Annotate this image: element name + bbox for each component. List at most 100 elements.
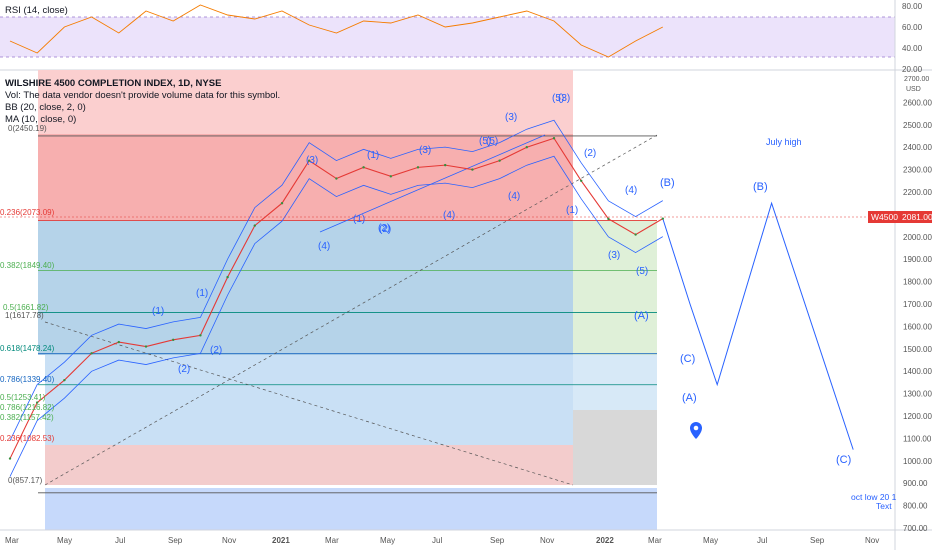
wave-labels: (1)(2)(1)(2)(1)(2)(3)(4)(1)(2)(3)(4)(5)(… — [152, 93, 851, 466]
wave-label: (5) — [479, 136, 491, 147]
last-price-badge: 2081.00 — [899, 211, 932, 223]
location-pin-icon[interactable] — [690, 422, 702, 439]
wave-label: (B) — [753, 181, 768, 193]
wave-label: (2) — [584, 148, 596, 159]
rsi-tick: 80.00 — [902, 2, 923, 11]
time-tick: Nov — [865, 536, 879, 545]
text-note: Text — [876, 501, 892, 511]
price-tick: 2400.00 — [903, 143, 932, 152]
rsi-axis: 80.00 60.00 40.00 20.00 — [902, 2, 923, 74]
price-tick: 1900.00 — [903, 255, 932, 264]
wave-label: (1) — [566, 205, 578, 216]
price-point — [63, 378, 66, 382]
diagonal-trend-2 — [44, 321, 574, 486]
price-top-label: 2700.00 — [904, 76, 930, 83]
channel-line — [319, 134, 546, 233]
wave-label: (B) — [660, 177, 675, 189]
fib-label: 0.5(1661.82) — [3, 303, 49, 312]
july-high-note: July high — [766, 137, 802, 147]
bb-lower — [9, 155, 664, 477]
vol-note: Vol: The data vendor doesn't provide vol… — [5, 90, 281, 101]
bottom-blue-zone — [45, 488, 657, 530]
price-point — [308, 159, 311, 162]
wave-label: (1) — [196, 288, 208, 299]
rsi-tick: 20.00 — [902, 65, 923, 74]
ma-indicator[interactable]: MA (10, close, 0) — [5, 114, 77, 125]
wave-label: (1) — [152, 306, 164, 317]
fib-lines — [38, 135, 657, 494]
price-tick: 1200.00 — [903, 412, 932, 421]
price-tick: 2000.00 — [903, 233, 932, 242]
price-tick: 1700.00 — [903, 300, 932, 309]
price-point — [552, 137, 556, 140]
rsi-band — [0, 17, 895, 57]
rsi-label: RSI (14, close) — [5, 5, 68, 16]
main-legend: WILSHIRE 4500 COMPLETION INDEX, 1D, NYSE… — [5, 78, 280, 126]
wave-label: (4) — [443, 210, 455, 221]
wave-label: (4) — [508, 191, 520, 202]
time-tick: Jul — [432, 536, 442, 545]
price-tick: 2300.00 — [903, 166, 932, 175]
wave-label: (2) — [210, 345, 222, 356]
wave-label: (4) — [318, 241, 330, 252]
wave-label: (2) — [378, 223, 390, 234]
rsi-legend[interactable]: RSI (14, close) — [5, 5, 68, 16]
bb-upper — [9, 119, 664, 441]
wave-label: (1) — [367, 150, 379, 161]
price-point — [525, 146, 528, 149]
price-point — [416, 166, 420, 169]
fib-label: 0.382(1849.40) — [0, 261, 55, 270]
wave-label: (C) — [680, 353, 695, 365]
price-point — [90, 352, 93, 355]
fib-label: 0.786(1216.82) — [0, 403, 55, 412]
time-tick: May — [57, 536, 72, 545]
time-tick: 2021 — [272, 536, 290, 545]
price-tick: 800.00 — [903, 502, 928, 511]
rsi-pane — [0, 4, 932, 71]
price-point — [580, 179, 583, 182]
price-point — [172, 338, 175, 342]
price-tick: 1000.00 — [903, 457, 932, 466]
price-tick: 1100.00 — [903, 434, 932, 443]
wave-label: (C) — [836, 454, 851, 466]
wave-label: (5) — [486, 136, 498, 147]
price-point — [362, 166, 365, 169]
wave-label: (A) — [634, 310, 649, 322]
wave-label: (3) — [608, 250, 620, 261]
rsi-tick: 40.00 — [902, 44, 923, 53]
time-tick: Nov — [540, 536, 554, 545]
fib-label: 0.236(1082.53) — [0, 434, 55, 443]
price-point — [253, 224, 256, 227]
wave-label: (3) — [505, 112, 517, 123]
fib-label: 0.5(1253.41) — [0, 393, 46, 402]
wave-label: (1) — [353, 214, 365, 225]
price-point — [280, 202, 284, 205]
fib-label: 0(857.17) — [8, 476, 43, 485]
time-tick: Mar — [648, 536, 662, 545]
oct-low-note: oct low 20 1 — [851, 492, 897, 502]
price-point — [661, 217, 664, 220]
time-axis[interactable]: Mar May Jul Sep Nov 2021 Mar May Jul Sep Nov 2022 Ma… — [5, 536, 879, 545]
time-tick: Jul — [757, 536, 767, 545]
price-point — [199, 334, 202, 337]
currency-label: USD — [906, 86, 921, 93]
price-point — [634, 233, 637, 236]
time-tick: 2022 — [596, 536, 614, 545]
time-tick: Sep — [810, 536, 825, 545]
time-tick: May — [380, 536, 395, 545]
fib-labels: 0(2450.19) 0.236(2073.09) 0.382(1849.40) 0.… — [0, 124, 55, 485]
price-point — [335, 177, 338, 180]
zones — [38, 70, 657, 530]
fib-label: 0.618(1478.24) — [0, 344, 55, 353]
price-point — [498, 159, 501, 162]
price-axis[interactable]: 2600.002500.002400.002300.002200.002100.… — [903, 98, 932, 533]
rsi-line — [9, 4, 664, 58]
fib-label: 0.382(1157.42) — [0, 413, 54, 422]
time-tick: Sep — [490, 536, 505, 545]
price-point — [36, 401, 39, 404]
bb-indicator[interactable]: BB (20, close, 2, 0) — [5, 102, 86, 113]
fib-green-zone — [573, 220, 657, 355]
price-tick: 1800.00 — [903, 278, 932, 287]
symbol-title[interactable]: WILSHIRE 4500 COMPLETION INDEX, 1D, NYSE — [5, 78, 222, 89]
